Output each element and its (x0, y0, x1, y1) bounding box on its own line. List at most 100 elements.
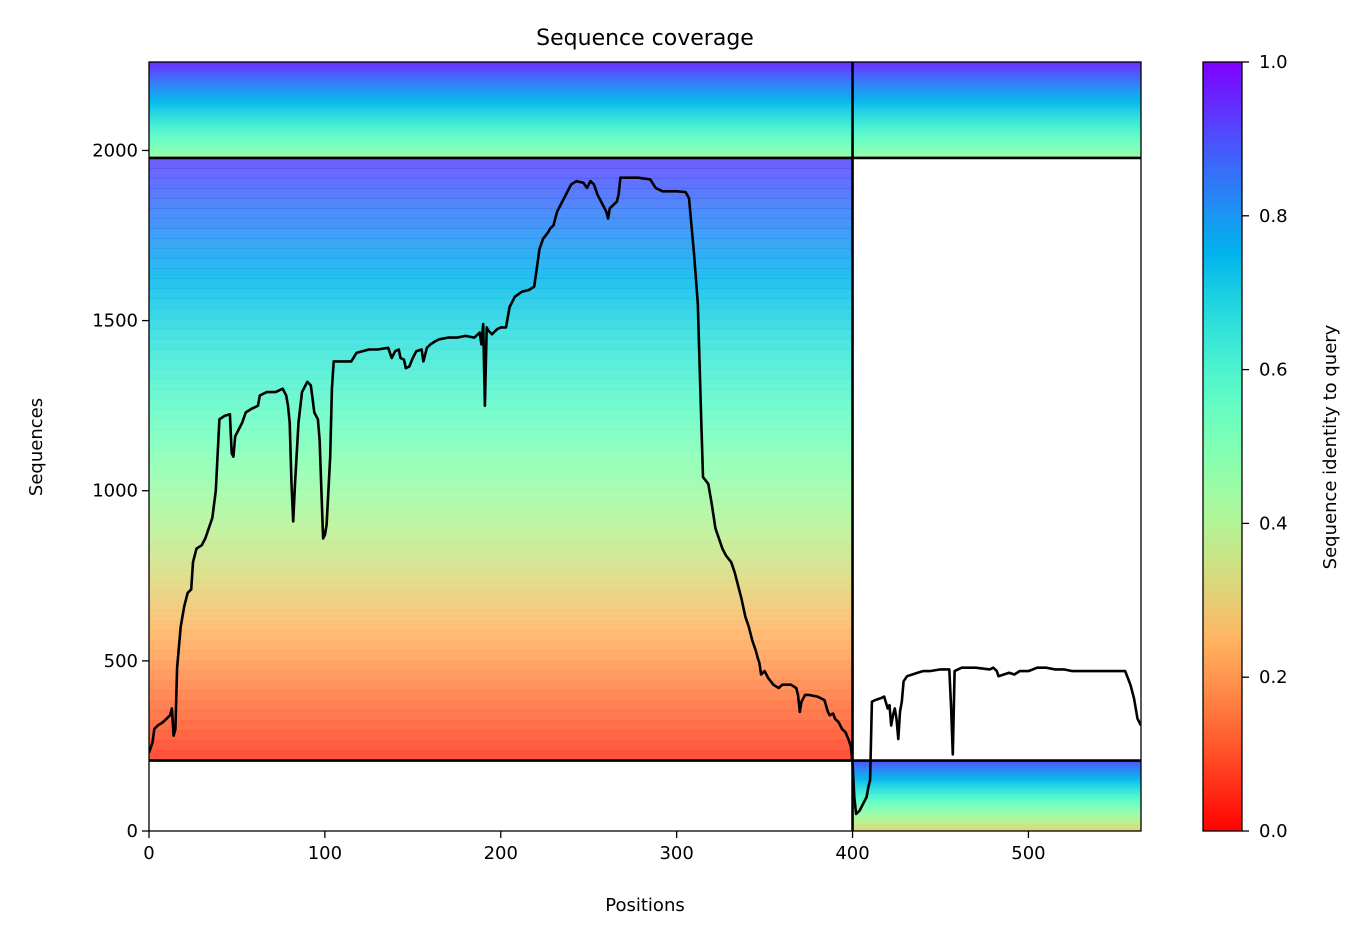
heatmap-band (149, 157, 853, 169)
heatmap-band (852, 127, 1141, 130)
x-axis: 0 100 200 300 400 500 (143, 831, 1046, 864)
heatmap-band (852, 82, 1141, 85)
heatmap-band (149, 113, 853, 116)
heatmap-band (149, 750, 853, 762)
heatmap-band (852, 828, 1141, 831)
heatmap-band (852, 132, 1141, 135)
heatmap-band (149, 140, 853, 143)
heatmap-blocks (149, 62, 1141, 831)
heatmap-band (149, 106, 853, 109)
heatmap-band (149, 218, 853, 229)
heatmap-band (149, 318, 853, 330)
heatmap-band (852, 111, 1141, 114)
heatmap-band (149, 154, 853, 157)
heatmap-band (149, 109, 853, 113)
heatmap-band (149, 348, 853, 360)
heatmap-band (852, 819, 1141, 822)
y-tick-label: 1000 (92, 481, 138, 502)
heatmap-band (149, 85, 853, 89)
heatmap-band (852, 114, 1141, 117)
heatmap-band (149, 228, 853, 239)
heatmap-band (149, 122, 853, 125)
heatmap-band (852, 794, 1141, 797)
heatmap-band (852, 63, 1141, 66)
heatmap-band (852, 789, 1141, 792)
colorbar-tick-label: 0.2 (1259, 667, 1288, 688)
heatmap-band (149, 149, 853, 153)
heatmap-band (852, 799, 1141, 802)
heatmap-band (852, 769, 1141, 772)
heatmap-band (149, 670, 853, 681)
heatmap-band (852, 71, 1141, 74)
heatmap-band (852, 787, 1141, 790)
heatmap-band (149, 101, 853, 105)
colorbar-ticks: 0.0 0.2 0.4 0.6 0.8 1.0 (1242, 52, 1288, 842)
heatmap-band (149, 469, 853, 480)
heatmap-band (149, 74, 853, 77)
heatmap-band (852, 796, 1141, 799)
x-tick-label: 0 (143, 843, 154, 864)
heatmap-band (149, 97, 853, 100)
heatmap-band (149, 640, 853, 651)
heatmap-band (852, 145, 1141, 148)
heatmap-band (852, 791, 1141, 793)
heatmap-block (852, 62, 1141, 159)
heatmap-band (852, 84, 1141, 87)
heatmap-band (149, 740, 853, 752)
heatmap-band (852, 785, 1141, 787)
colorbar-tick-label: 0.4 (1259, 513, 1288, 534)
heatmap-band (852, 101, 1141, 105)
colorbar (1203, 62, 1242, 831)
heatmap-band (852, 108, 1141, 111)
heatmap-band (149, 95, 853, 98)
heatmap-band (149, 70, 853, 73)
heatmap-band (852, 117, 1141, 121)
heatmap-band (852, 141, 1141, 145)
heatmap-band (852, 793, 1141, 796)
heatmap-band (852, 106, 1141, 109)
heatmap-band (852, 827, 1141, 830)
heatmap-band (149, 117, 853, 121)
heatmap-block (149, 62, 853, 159)
chart-title: Sequence coverage (536, 26, 754, 51)
heatmap-band (852, 121, 1141, 124)
heatmap-band (149, 248, 853, 259)
heatmap-band (149, 76, 853, 79)
heatmap-band (149, 198, 853, 209)
heatmap-block (852, 760, 1141, 831)
heatmap-band (149, 137, 853, 140)
heatmap-band (149, 133, 853, 137)
heatmap-band (149, 90, 853, 93)
heatmap-band (149, 105, 853, 108)
heatmap-band (149, 87, 853, 90)
heatmap-band (852, 93, 1141, 97)
heatmap-band (852, 68, 1141, 71)
heatmap-band (149, 378, 853, 390)
heatmap-band (149, 138, 853, 141)
heatmap-band (852, 813, 1141, 816)
heatmap-band (852, 809, 1141, 812)
heatmap-band (149, 278, 853, 290)
colorbar-tick-label: 0.0 (1259, 821, 1288, 842)
colorbar-tick-label: 0.8 (1259, 206, 1288, 227)
heatmap-band (852, 65, 1141, 68)
heatmap-band (852, 781, 1141, 784)
heatmap-band (852, 105, 1141, 108)
heatmap-band (149, 308, 853, 320)
x-tick-label: 400 (835, 843, 869, 864)
heatmap-band (149, 188, 853, 199)
heatmap-band (149, 124, 853, 127)
heatmap-band (852, 821, 1141, 824)
heatmap-band (149, 125, 853, 129)
heatmap-band (149, 130, 853, 133)
heatmap-band (852, 138, 1141, 141)
heatmap-band (149, 459, 853, 470)
heatmap-band (149, 549, 853, 561)
heatmap-band (149, 479, 853, 490)
heatmap-band (149, 710, 853, 721)
heatmap-band (149, 449, 853, 460)
heatmap-band (852, 97, 1141, 100)
heatmap-band (852, 767, 1141, 770)
heatmap-band (149, 730, 853, 742)
x-tick-label: 500 (1011, 843, 1045, 864)
